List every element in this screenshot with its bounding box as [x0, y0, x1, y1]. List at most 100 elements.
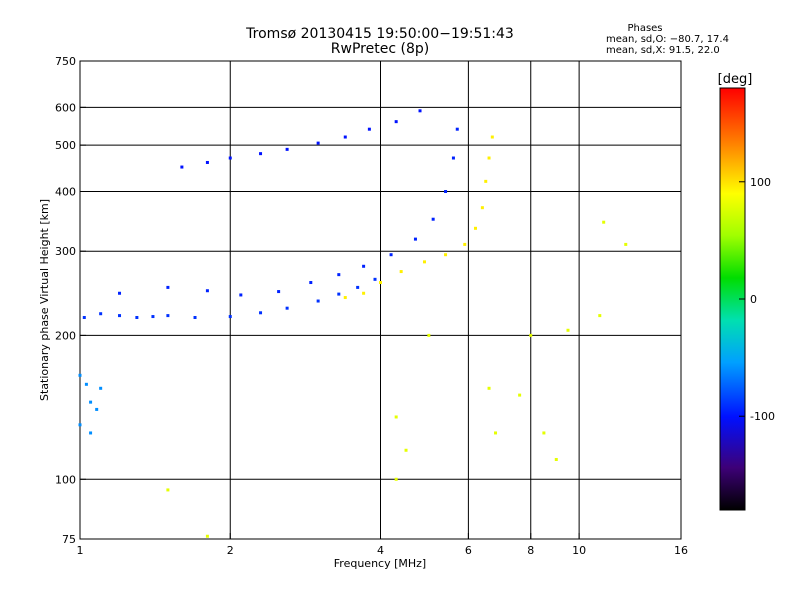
- data-point: [394, 415, 398, 419]
- data-point: [89, 400, 93, 404]
- y-tick-label: 300: [55, 245, 76, 258]
- data-point: [418, 109, 422, 113]
- data-point: [455, 127, 459, 131]
- colorbar-tick-label: 100: [750, 176, 771, 189]
- data-point: [259, 152, 263, 156]
- series-4: [78, 373, 103, 435]
- data-point: [566, 328, 570, 332]
- data-point: [78, 373, 82, 377]
- x-tick-label: 16: [674, 544, 688, 557]
- data-point: [394, 120, 398, 124]
- grid-lines: [80, 61, 681, 539]
- data-point: [135, 315, 139, 319]
- data-point: [166, 314, 170, 318]
- y-tick-label: 400: [55, 185, 76, 198]
- stats-x-line: mean, sd,X: 91.5, 22.0: [606, 45, 720, 56]
- data-point: [484, 179, 488, 183]
- data-point: [473, 226, 477, 230]
- x-tick-label: 10: [572, 544, 586, 557]
- data-point: [480, 206, 484, 210]
- x-tick-label: 1: [77, 544, 84, 557]
- axes: 1 2 4 6 8 10 16 75 100 200 300 400 500 600 750: [55, 55, 688, 557]
- data-point: [316, 299, 320, 303]
- data-point: [602, 220, 606, 224]
- data-point: [518, 393, 522, 397]
- y-tick-label: 750: [55, 55, 76, 68]
- data-point: [99, 386, 103, 390]
- chart-subtitle: RwPretec (8p): [331, 41, 429, 57]
- data-point: [379, 281, 382, 285]
- data-point: [451, 156, 455, 160]
- data-point: [624, 242, 628, 246]
- data-point: [166, 285, 170, 289]
- data-point: [598, 314, 602, 318]
- data-point: [78, 423, 82, 427]
- data-point: [431, 217, 435, 221]
- data-point: [487, 156, 491, 160]
- data-point: [180, 165, 184, 169]
- y-tick-label: 200: [55, 329, 76, 342]
- x-tick-label: 6: [465, 544, 472, 557]
- series-5: [166, 220, 628, 538]
- y-axis-label: Stationary phase Virtual Height [km]: [38, 199, 51, 401]
- series-1: [118, 127, 459, 297]
- data-point: [95, 407, 99, 411]
- x-tick-label: 4: [377, 544, 384, 557]
- data-point: [399, 270, 403, 274]
- data-point: [487, 386, 491, 390]
- series-2: [180, 109, 422, 169]
- data-point: [337, 292, 341, 296]
- data-point: [166, 488, 170, 492]
- colorbar-tick-label: 0: [750, 293, 757, 306]
- data-point: [309, 281, 313, 285]
- data-point: [362, 264, 366, 268]
- series-3: [343, 135, 494, 300]
- data-point: [404, 448, 408, 452]
- y-tick-label: 100: [55, 473, 76, 486]
- data-point: [413, 237, 417, 241]
- series-0: [82, 277, 377, 319]
- data-point: [118, 314, 122, 318]
- data-point: [84, 382, 88, 386]
- y-tick-label: 500: [55, 139, 76, 152]
- data-point: [490, 135, 494, 139]
- data-point: [463, 242, 467, 246]
- colorbar-label: [deg]: [718, 72, 753, 87]
- data-point: [373, 277, 377, 281]
- data-point: [356, 285, 360, 289]
- chart-title: Tromsø 20130415 19:50:00−19:51:43: [245, 26, 514, 42]
- data-point: [228, 156, 232, 160]
- data-point: [542, 431, 546, 435]
- data-point: [427, 333, 431, 337]
- data-point: [205, 160, 209, 164]
- data-points: [78, 109, 628, 538]
- stats-o-line: mean, sd,O: −80.7, 17.4: [606, 34, 729, 45]
- data-point: [389, 253, 393, 257]
- data-point: [494, 431, 498, 435]
- data-point: [193, 315, 197, 319]
- data-point: [337, 273, 341, 277]
- colorbar-tick-label: -100: [750, 410, 775, 423]
- data-point: [343, 296, 347, 300]
- x-axis-label: Frequency [MHz]: [334, 557, 426, 570]
- data-point: [444, 189, 448, 193]
- data-point: [118, 291, 122, 295]
- data-point: [277, 290, 281, 294]
- data-point: [259, 311, 263, 315]
- x-tick-label: 8: [527, 544, 534, 557]
- data-point: [285, 147, 289, 151]
- data-point: [99, 312, 103, 316]
- data-point: [205, 534, 209, 538]
- data-point: [554, 457, 558, 461]
- x-tick-label: 2: [227, 544, 234, 557]
- data-point: [228, 315, 232, 319]
- stats-heading: Phases: [627, 23, 662, 34]
- data-point: [529, 333, 533, 337]
- data-point: [285, 306, 289, 310]
- data-point: [239, 293, 243, 297]
- y-tick-label: 75: [62, 533, 76, 546]
- y-tick-label: 600: [55, 101, 76, 114]
- data-point: [362, 291, 366, 295]
- data-point: [343, 135, 347, 139]
